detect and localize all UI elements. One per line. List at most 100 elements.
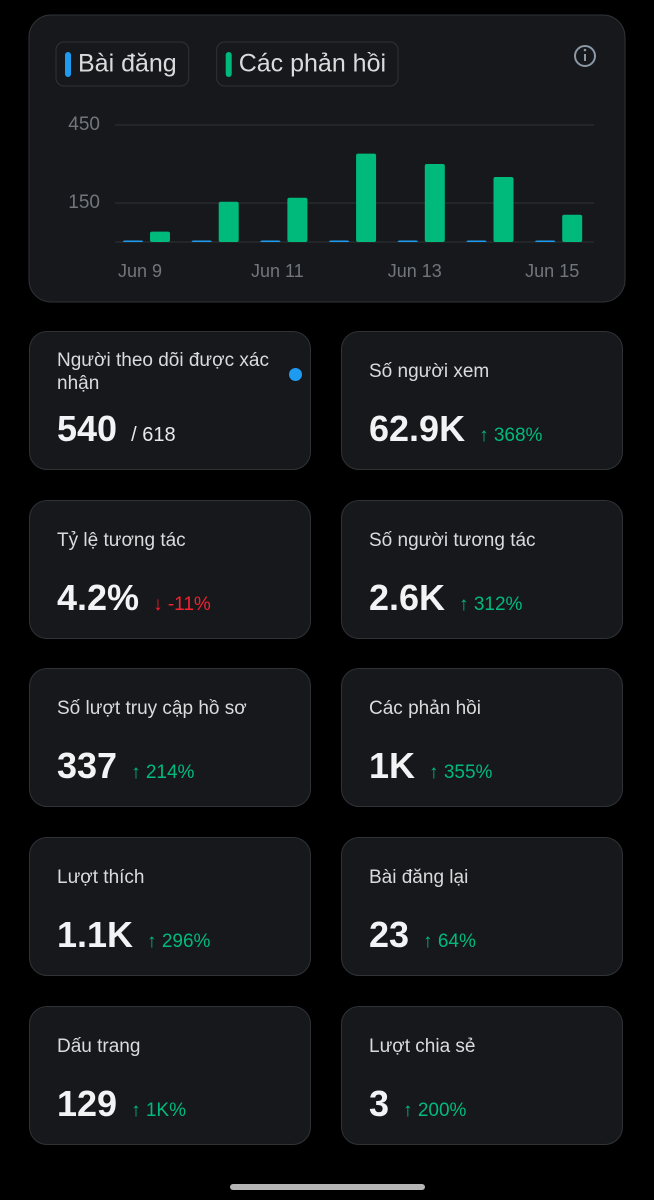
stat-value: 3 xyxy=(369,1083,390,1124)
stat-change: ↑ 355% xyxy=(429,762,492,784)
bar xyxy=(535,240,556,242)
chart-card xyxy=(28,14,626,303)
legend-box xyxy=(55,41,190,87)
change-arrow: ↑ xyxy=(131,762,146,783)
stat-card: Tỷ lệ tương tác 4.2% ↓ -11% xyxy=(29,500,311,639)
stat-label: Các phản hồi xyxy=(369,698,481,719)
change-text: 355% xyxy=(443,762,493,783)
legend-label: Bài đăng xyxy=(78,50,177,78)
change-arrow: ↑ xyxy=(423,931,438,952)
stat-label: Số người xem xyxy=(369,361,490,382)
x-tick-label: Jun 9 xyxy=(118,261,162,281)
legend-label: Các phản hồi xyxy=(239,50,386,78)
stat-label: Số người tương tác xyxy=(369,530,536,551)
info-icon[interactable] xyxy=(574,45,596,67)
stat-label: Dấu trang xyxy=(57,1036,141,1057)
stat-card: Số người xem 62.9K ↑ 368% xyxy=(341,331,623,470)
chart-panel: Bài đăng Các phản hồi 150 450 Jun 9 Jun 11 Jun… xyxy=(28,14,626,303)
legend-item[interactable]: Các phản hồi xyxy=(216,41,399,87)
stat-label: Bài đăng lại xyxy=(369,867,469,888)
stat-row: 3 ↑ 200% xyxy=(369,1083,466,1125)
stat-card: Lượt chia sẻ 3 ↑ 200% xyxy=(341,1006,623,1145)
bar xyxy=(123,240,143,242)
stat-value: 1.1K xyxy=(57,914,134,955)
x-tick-label: Jun 11 xyxy=(251,261,304,281)
stat-value: 1K xyxy=(369,745,416,786)
bar xyxy=(466,240,487,242)
stat-value: 2.6K xyxy=(369,577,446,618)
change-text: -11% xyxy=(167,594,211,615)
home-indicator xyxy=(230,1184,425,1190)
stat-value: 337 xyxy=(57,745,118,786)
bar xyxy=(356,153,377,242)
bar xyxy=(287,197,308,242)
stat-change: ↑ 64% xyxy=(423,931,476,953)
stat-value: 62.9K xyxy=(369,408,466,449)
bar xyxy=(562,214,583,242)
stat-row: 129 ↑ 1K% xyxy=(57,1083,186,1125)
stat-label: Người theo dõi được xác nhận xyxy=(57,350,269,394)
change-arrow: ↑ xyxy=(147,931,162,952)
stat-label: Tỷ lệ tương tác xyxy=(57,530,186,551)
change-text: 312% xyxy=(473,594,523,615)
change-text: 368% xyxy=(493,425,543,446)
stat-value: 540 xyxy=(57,408,118,449)
legend-swatch xyxy=(225,52,232,77)
stat-card: Số người tương tác 2.6K ↑ 312% xyxy=(341,500,623,639)
change-arrow: ↑ xyxy=(429,762,444,783)
stat-row: 337 ↑ 214% xyxy=(57,745,194,787)
stat-value: 4.2% xyxy=(57,577,140,618)
bar xyxy=(260,240,281,242)
bar xyxy=(191,240,212,242)
bar xyxy=(150,231,170,242)
legend-swatch xyxy=(65,52,71,77)
stat-row: 4.2% ↓ -11% xyxy=(57,577,211,619)
stat-row: 62.9K ↑ 368% xyxy=(369,408,542,450)
y-tick-label: 450 xyxy=(68,114,100,135)
stat-change: ↑ 312% xyxy=(459,594,522,616)
change-arrow: ↑ xyxy=(131,1100,146,1121)
x-tick-label: Jun 13 xyxy=(388,261,442,281)
stat-label: Số lượt truy cập hồ sơ xyxy=(57,698,247,719)
bar xyxy=(424,164,445,242)
stat-card: Bài đăng lại 23 ↑ 64% xyxy=(341,837,623,976)
bar xyxy=(397,240,418,242)
change-text: 214% xyxy=(145,762,195,783)
stat-value: 129 xyxy=(57,1083,118,1124)
change-text: 64% xyxy=(437,931,476,952)
legend-item[interactable]: Bài đăng xyxy=(55,41,190,87)
change-arrow: ↓ xyxy=(153,594,168,615)
stat-change: ↓ -11% xyxy=(153,594,211,616)
change-arrow: ↑ xyxy=(459,594,474,615)
info-icon-dot xyxy=(583,48,587,52)
stat-change: ↑ 200% xyxy=(403,1100,466,1122)
stat-label: Lượt thích xyxy=(57,867,145,888)
stat-value: 23 xyxy=(369,914,410,955)
stat-card: Lượt thích 1.1K ↑ 296% xyxy=(29,837,311,976)
bar xyxy=(493,177,514,242)
stat-card: Các phản hồi 1K ↑ 355% xyxy=(341,668,623,807)
change-arrow: ↑ xyxy=(403,1100,418,1121)
stat-change: ↑ 368% xyxy=(479,425,542,447)
y-tick-label: 150 xyxy=(68,192,100,213)
bar xyxy=(329,240,350,242)
stat-card: Số lượt truy cập hồ sơ 337 ↑ 214% xyxy=(29,668,311,807)
stat-total: / 618 xyxy=(131,424,176,446)
stat-label: Lượt chia sẻ xyxy=(369,1036,476,1057)
verified-badge xyxy=(289,368,302,381)
bar xyxy=(218,201,239,242)
stat-row: 540 / 618 xyxy=(57,408,176,450)
change-text: 296% xyxy=(161,931,211,952)
legend-box xyxy=(216,41,399,87)
stat-row: 1K ↑ 355% xyxy=(369,745,492,787)
change-text: 200% xyxy=(417,1100,467,1121)
stat-change: ↑ 296% xyxy=(147,931,210,953)
stat-row: 23 ↑ 64% xyxy=(369,914,476,956)
stat-row: 1.1K ↑ 296% xyxy=(57,914,210,956)
change-arrow: ↑ xyxy=(479,425,494,446)
x-tick-label: Jun 15 xyxy=(525,261,579,281)
stat-card: Người theo dõi được xác nhận 540 / 618 xyxy=(29,331,311,470)
stat-change: ↑ 214% xyxy=(131,762,194,784)
change-text: 1K% xyxy=(145,1100,186,1121)
